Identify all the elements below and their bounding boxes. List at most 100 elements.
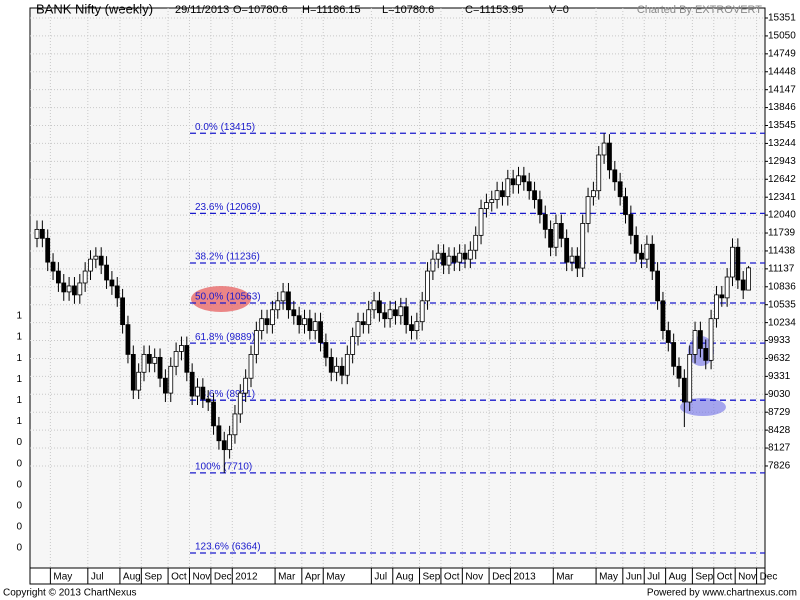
x-axis-band	[29, 567, 766, 585]
y-tick-label: 8729	[768, 407, 791, 418]
candle-body	[387, 309, 393, 320]
candle-body	[446, 255, 452, 266]
header-high: H=11186.15	[302, 4, 361, 16]
candle-body	[719, 294, 725, 299]
left-tick-label: 1	[16, 416, 22, 427]
y-tick-label: 7826	[768, 461, 791, 472]
candle-body	[500, 190, 505, 198]
header-open: O=10780.6	[233, 4, 288, 16]
x-tick-label: Oct	[717, 572, 733, 583]
candle-body	[221, 440, 227, 451]
y-tick-label: 11137	[768, 264, 795, 275]
y-tick-label: 15050	[768, 31, 796, 42]
x-tick-label: Nov	[192, 572, 210, 583]
left-tick-label: 0	[16, 501, 22, 512]
chart-title: BANK Nifty (weekly)	[36, 1, 153, 16]
candle-body	[585, 196, 591, 224]
candle-body	[564, 237, 570, 263]
candle-body	[558, 223, 564, 239]
y-tick-label: 11739	[768, 228, 796, 239]
candle-body	[328, 356, 334, 373]
footer-copyright: Copyright © 2013 ChartNexus	[3, 588, 137, 599]
candle-body	[130, 354, 136, 391]
candle-body	[302, 318, 307, 326]
candle-body	[403, 306, 409, 326]
candle-body	[376, 300, 382, 314]
fib-label: 0.0% (13415)	[195, 122, 255, 133]
fib-label: 23.6% (12069)	[195, 202, 261, 213]
candle-body	[179, 345, 184, 352]
y-tick-label: 8428	[768, 425, 791, 436]
y-tick-label: 14147	[768, 84, 796, 95]
candle-body	[574, 255, 580, 269]
x-tick-label: Nov	[465, 572, 483, 583]
candle-body	[676, 365, 682, 379]
candle-body	[724, 276, 730, 299]
y-tick-label: 9632	[768, 353, 791, 364]
y-tick-label: 15351	[768, 13, 796, 24]
candle-body	[478, 208, 484, 236]
x-tick-label: Oct	[171, 572, 187, 583]
y-tick-label: 12040	[768, 210, 796, 221]
x-tick-label: May	[599, 572, 618, 583]
candle-body	[296, 315, 302, 326]
candle-body	[152, 356, 158, 364]
candle-body	[34, 228, 40, 239]
candle-body	[473, 234, 479, 251]
grid-layer	[30, 8, 768, 584]
candle-body	[649, 243, 655, 272]
fib-label: 100% (7710)	[195, 462, 252, 473]
y-tick-label: 12943	[768, 156, 796, 167]
candle-body	[655, 270, 660, 302]
y-tick-label: 14749	[768, 48, 796, 59]
fib-label: 61.8% (9889)	[195, 332, 255, 343]
candle-body	[639, 252, 644, 260]
header-low: L=10780.6	[382, 4, 434, 16]
candle-body	[687, 354, 693, 403]
candle-body	[227, 434, 233, 451]
candle-body	[360, 321, 366, 326]
x-tick-label: Sep	[423, 572, 441, 583]
candle-body	[414, 321, 420, 331]
y-tick-label: 9331	[768, 371, 791, 382]
candle-body	[644, 243, 650, 260]
candle-body	[409, 324, 414, 331]
x-tick-label: Sep	[144, 572, 162, 583]
fib-label: 78.6% (8931)	[195, 389, 255, 400]
candle-body	[505, 178, 511, 198]
candle-body	[617, 181, 623, 198]
candle-body	[157, 356, 163, 379]
x-tick-label: Jul	[647, 572, 660, 583]
candle-body	[168, 365, 174, 394]
candles-layer	[34, 133, 751, 473]
x-tick-label: Aug	[396, 572, 414, 583]
y-tick-label: 11438	[768, 246, 796, 257]
candle-body	[253, 330, 259, 355]
x-tick-label: May	[326, 572, 345, 583]
left-tick-label: 1	[16, 332, 22, 343]
credit: Charted By EXTROVERT	[637, 4, 762, 16]
candle-body	[77, 282, 83, 296]
footer-powered: Powered by www.chartnexus.com	[647, 588, 797, 599]
candle-body	[88, 258, 93, 272]
candle-body	[681, 377, 687, 403]
header-volume: V=0	[549, 4, 569, 16]
candle-body	[665, 330, 671, 343]
x-tick-label: Aug	[123, 572, 141, 583]
candle-body	[569, 255, 575, 263]
candle-body	[205, 398, 211, 403]
candle-body	[344, 354, 350, 376]
candle-body	[146, 354, 152, 364]
candle-body	[291, 309, 297, 317]
x-tick-label: Mar	[556, 572, 574, 583]
candle-body	[259, 318, 265, 331]
candle-body	[264, 318, 270, 326]
candle-body	[548, 228, 553, 248]
candle-body	[607, 142, 612, 171]
left-tick-label: 1	[16, 395, 22, 406]
x-tick-label: Aug	[669, 572, 687, 583]
candle-body	[628, 214, 634, 236]
candle-body	[243, 377, 249, 394]
candle-body	[355, 321, 361, 337]
candle-body	[698, 330, 703, 349]
